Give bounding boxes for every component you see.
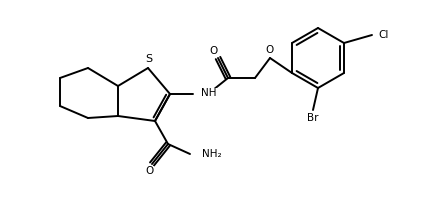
Text: O: O [210,46,218,56]
Text: Cl: Cl [378,30,389,40]
Text: NH₂: NH₂ [202,149,222,159]
Text: O: O [265,45,273,55]
Text: O: O [146,166,154,176]
Text: Br: Br [307,113,319,123]
Text: NH: NH [201,88,216,98]
Text: S: S [145,54,153,64]
